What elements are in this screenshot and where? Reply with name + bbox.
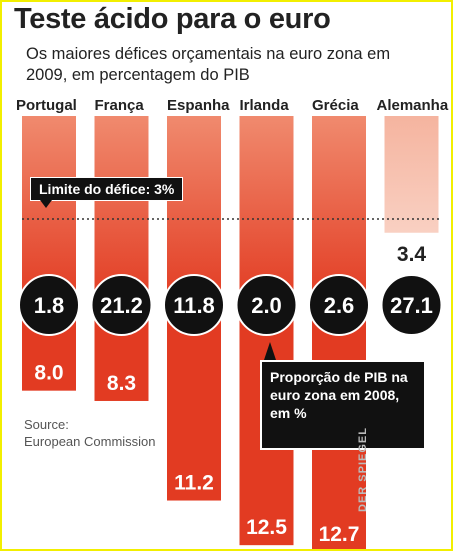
deficit-value-label: 11.2 <box>174 472 214 495</box>
chart-subtitle: Os maiores défices orçamentais na euro z… <box>26 45 391 84</box>
source-note: Source: European Commission <box>24 416 156 450</box>
deficit-bar-espanha <box>167 116 221 305</box>
gdp-share-label: 1.8 <box>34 293 65 318</box>
country-label: Portugal <box>16 97 77 114</box>
deficit-bar-grécia <box>312 116 366 305</box>
gdp-share-bubble <box>163 274 225 336</box>
gdp-share-bubble <box>90 274 153 336</box>
deficit-value-label: 3.4 <box>397 243 427 266</box>
note-pointer <box>264 342 276 360</box>
publisher-watermark: DER SPIEGEL <box>357 427 369 512</box>
deficit-bar-frança <box>94 116 149 305</box>
deficit-bar-lower-espanha <box>167 305 221 501</box>
country-label: Espanha <box>167 97 230 114</box>
gdp-share-note: Proporção de PIB na euro zona em 2008, e… <box>260 360 426 450</box>
gdp-share-bubble <box>308 274 370 336</box>
deficit-value-labels: 8.0 8.3 11.2 12.5 12.7 3.4 <box>34 243 426 546</box>
gdp-share-label: 2.6 <box>324 293 355 318</box>
gdp-share-label: 11.8 <box>173 293 215 318</box>
source-label: Source: <box>24 417 69 432</box>
country-label: Alemanha <box>376 97 449 114</box>
deficit-bar-irlanda <box>239 116 294 305</box>
deficit-bar-portugal <box>22 116 76 305</box>
gdp-share-bubble <box>18 274 80 336</box>
source-name: European Commission <box>24 434 156 449</box>
chart-title: Teste ácido para o euro <box>14 3 331 35</box>
country-label: Grécia <box>312 97 359 114</box>
deficit-value-label: 12.5 <box>246 516 287 539</box>
limit-label: Limite do défice: 3% <box>30 177 184 201</box>
deficit-bar-alemanha <box>384 116 439 233</box>
deficit-value-label: 12.7 <box>319 523 360 546</box>
country-label: Irlanda <box>239 97 289 114</box>
deficit-value-label: 8.0 <box>34 362 63 385</box>
country-label: França <box>94 97 144 114</box>
gdp-share-label: 21.2 <box>100 293 143 318</box>
gdp-bubbles-group: 1.8 21.2 11.8 2.0 2.6 27.1 <box>18 274 443 336</box>
gdp-share-bubble <box>235 274 298 336</box>
gdp-share-label: 27.1 <box>390 293 433 318</box>
gdp-share-bubble <box>380 274 443 336</box>
deficit-value-label: 8.3 <box>107 372 136 395</box>
gdp-share-label: 2.0 <box>251 293 282 318</box>
limit-label-pointer <box>40 200 52 208</box>
